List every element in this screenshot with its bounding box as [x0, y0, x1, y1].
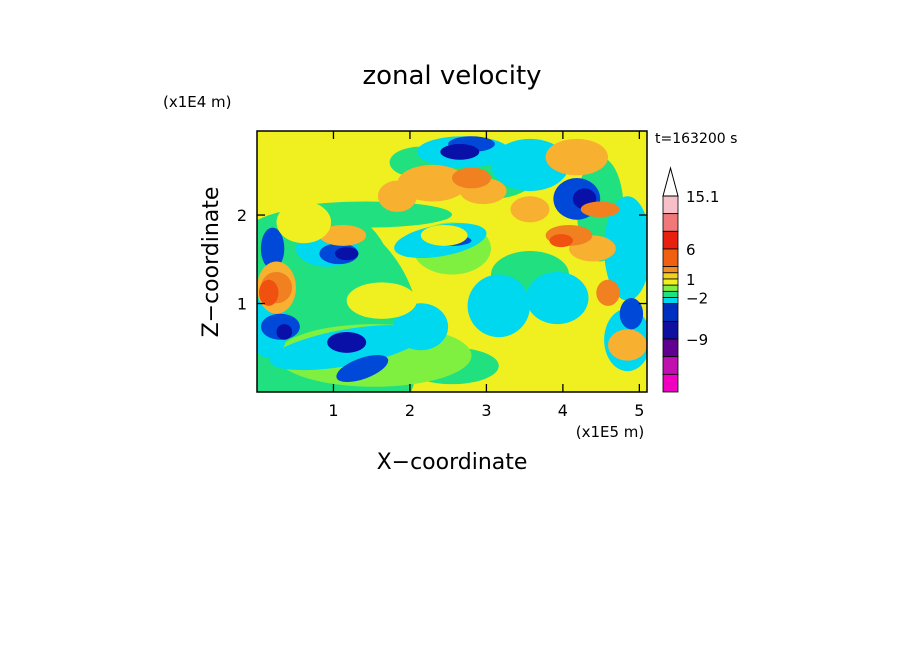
contour-field: [257, 131, 647, 392]
colorbar-segment: [662, 278, 679, 286]
contour-region: [393, 303, 449, 351]
colorbar-label: 6: [686, 241, 696, 259]
colorbar-label: −9: [686, 331, 708, 349]
y-tick-label: 1: [237, 295, 247, 314]
colorbar-segment: [662, 266, 679, 274]
contour-region: [276, 324, 293, 340]
colorbar-segment: [662, 284, 679, 292]
colorbar-segment: [662, 303, 679, 322]
y-tick-label: 2: [237, 206, 247, 225]
contour-region: [258, 279, 279, 306]
contour-region: [580, 201, 620, 218]
contour-region: [327, 331, 367, 353]
time-label: t=163200 s: [655, 131, 737, 147]
x-scale-note: (x1E5 m): [576, 423, 645, 441]
colorbar-labels: 15.1 6 1−2 −9: [686, 188, 719, 349]
contour-region: [260, 227, 285, 270]
contour-region: [335, 247, 359, 261]
contour-region: [276, 201, 332, 244]
contour-region: [549, 234, 573, 248]
colorbar-segment: [662, 338, 679, 358]
x-tick-label: 1: [328, 401, 338, 420]
contour-region: [420, 224, 468, 246]
x-tick-label: 4: [558, 401, 568, 420]
colorbar-extend-arrow: [662, 166, 679, 197]
colorbar-segment: [662, 356, 679, 375]
contour-region: [336, 354, 389, 383]
colorbar-segment: [662, 230, 679, 250]
contour-region: [452, 167, 491, 189]
contour-region: [346, 282, 417, 319]
colorbar-label: 1: [686, 271, 696, 289]
contour-region: [526, 271, 589, 325]
x-axis-label: X−coordinate: [377, 450, 528, 475]
colorbar-label: −2: [686, 290, 708, 308]
colorbar-segment: [662, 290, 679, 298]
plot-frame: [256, 130, 648, 393]
y-scale-note: (x1E4 m): [163, 93, 232, 111]
colorbar-segment: [662, 248, 679, 268]
x-tick-label: 3: [481, 401, 491, 420]
x-tick-label: 2: [405, 401, 415, 420]
contour-region: [319, 224, 367, 246]
contour-region: [619, 298, 644, 330]
colorbar-segment: [662, 195, 679, 215]
y-axis-ticks: 12: [237, 206, 647, 314]
colorbar-segment: [662, 297, 679, 305]
contour-region: [377, 180, 417, 212]
colorbar-segment: [662, 320, 679, 340]
x-tick-label: 5: [634, 401, 644, 420]
contour-region: [545, 138, 608, 176]
colorbar-segment: [662, 213, 679, 232]
colorbar-label: 15.1: [686, 188, 719, 206]
colorbar-segment: [662, 373, 679, 393]
contour-region: [440, 144, 480, 160]
chart-title: zonal velocity: [362, 61, 541, 91]
contour-region: [510, 196, 550, 223]
contour-region: [604, 196, 647, 301]
colorbar-segment: [662, 272, 679, 280]
x-axis-ticks: 1 2 3 4 5: [328, 131, 644, 420]
y-axis-label: Z−coordinate: [199, 187, 224, 338]
contour-region: [608, 329, 647, 361]
contour-region: [467, 274, 530, 338]
colorbar: [662, 166, 679, 393]
contour-region: [596, 279, 620, 306]
